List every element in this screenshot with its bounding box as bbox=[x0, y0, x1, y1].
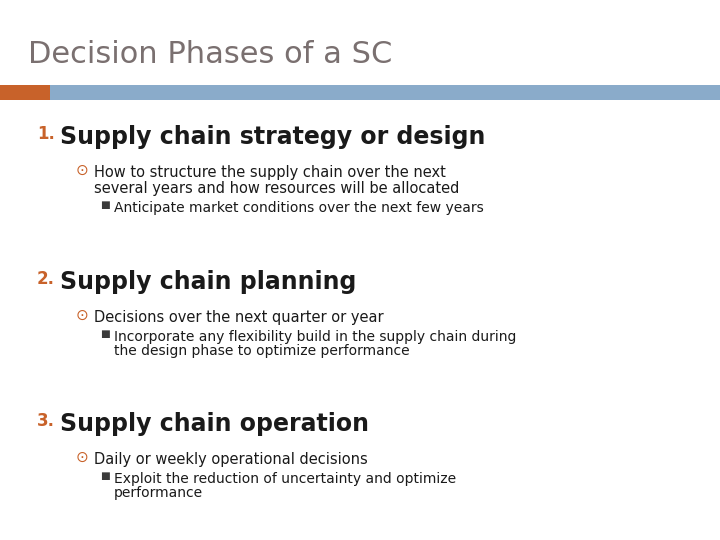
Text: 3.: 3. bbox=[37, 412, 55, 430]
Text: Supply chain planning: Supply chain planning bbox=[60, 270, 356, 294]
Text: Decision Phases of a SC: Decision Phases of a SC bbox=[28, 40, 392, 69]
Text: 1.: 1. bbox=[37, 125, 55, 143]
Text: Supply chain operation: Supply chain operation bbox=[60, 412, 369, 436]
Bar bbox=[0, 85, 50, 100]
Text: ■: ■ bbox=[100, 200, 110, 210]
Text: ⊙: ⊙ bbox=[76, 308, 89, 322]
Text: ⊙: ⊙ bbox=[76, 163, 89, 178]
Text: Supply chain strategy or design: Supply chain strategy or design bbox=[60, 125, 485, 149]
Text: Anticipate market conditions over the next few years: Anticipate market conditions over the ne… bbox=[114, 200, 484, 214]
Text: Daily or weekly operational decisions: Daily or weekly operational decisions bbox=[94, 451, 368, 467]
Text: the design phase to optimize performance: the design phase to optimize performance bbox=[114, 343, 410, 357]
Text: ⊙: ⊙ bbox=[76, 450, 89, 464]
Bar bbox=[50, 85, 720, 100]
Text: performance: performance bbox=[114, 485, 203, 500]
Text: several years and how resources will be allocated: several years and how resources will be … bbox=[94, 180, 459, 195]
Text: ■: ■ bbox=[100, 329, 110, 339]
Text: Incorporate any flexibility build in the supply chain during: Incorporate any flexibility build in the… bbox=[114, 329, 516, 343]
Text: 2.: 2. bbox=[37, 270, 55, 288]
Text: ■: ■ bbox=[100, 470, 110, 481]
Text: Exploit the reduction of uncertainty and optimize: Exploit the reduction of uncertainty and… bbox=[114, 471, 456, 485]
Text: Decisions over the next quarter or year: Decisions over the next quarter or year bbox=[94, 309, 384, 325]
Text: How to structure the supply chain over the next: How to structure the supply chain over t… bbox=[94, 165, 446, 180]
